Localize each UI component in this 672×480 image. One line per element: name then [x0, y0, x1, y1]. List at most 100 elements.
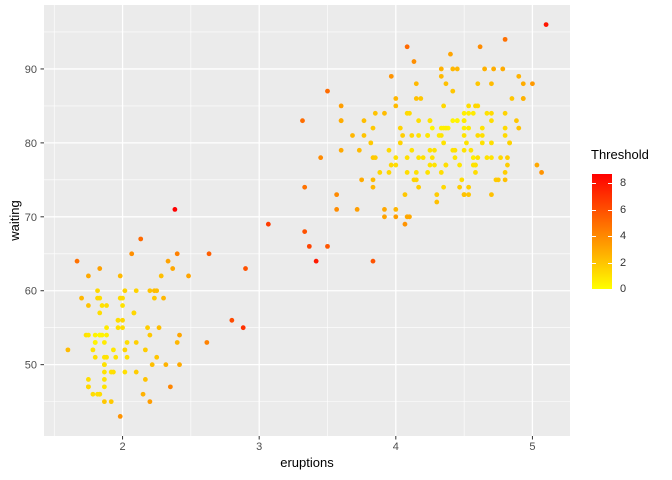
data-point: [484, 110, 490, 116]
data-point: [90, 347, 96, 353]
data-point: [459, 177, 465, 183]
data-point: [325, 88, 330, 94]
data-point: [154, 354, 160, 360]
data-point: [86, 377, 91, 382]
data-point: [101, 384, 107, 390]
data-point: [482, 66, 488, 72]
data-point: [475, 133, 481, 138]
legend-tick-mark: [592, 209, 596, 211]
data-point: [443, 81, 449, 87]
data-point: [368, 140, 374, 146]
data-point: [302, 229, 308, 234]
data-point: [409, 147, 415, 153]
data-point: [411, 59, 417, 64]
data-point: [413, 177, 419, 183]
data-point: [495, 177, 501, 183]
data-point: [393, 96, 399, 101]
data-point: [138, 236, 144, 242]
data-point: [475, 155, 481, 161]
data-point: [473, 103, 478, 109]
data-point: [516, 125, 522, 131]
data-point: [489, 81, 494, 87]
data-point: [470, 155, 476, 161]
data-point: [489, 140, 494, 146]
data-point: [79, 295, 84, 301]
y-tick-label: 50: [25, 360, 37, 372]
data-point: [461, 110, 467, 116]
data-point: [133, 288, 139, 294]
data-point: [372, 110, 378, 116]
data-point: [489, 192, 494, 198]
data-point: [101, 369, 107, 375]
data-point: [104, 354, 109, 360]
data-point: [425, 170, 431, 175]
data-point: [95, 295, 100, 301]
data-point: [402, 221, 408, 227]
data-point: [502, 170, 508, 175]
data-point: [461, 192, 467, 198]
x-tick-label: 5: [529, 441, 535, 453]
data-point: [397, 140, 403, 146]
legend-title: Threshold: [591, 147, 649, 162]
data-point: [502, 110, 508, 116]
data-point: [129, 251, 135, 257]
data-point: [111, 347, 116, 353]
legend-tick-mark: [592, 183, 596, 185]
data-point: [151, 295, 157, 301]
data-point: [370, 155, 376, 161]
data-point: [86, 384, 91, 390]
data-point: [334, 207, 340, 212]
data-point: [338, 147, 344, 153]
data-point: [325, 243, 330, 249]
data-point: [466, 125, 472, 131]
data-point: [416, 118, 422, 124]
data-point: [502, 177, 508, 183]
data-point: [484, 155, 490, 161]
data-point: [104, 332, 109, 338]
data-point: [473, 162, 478, 168]
data-point: [393, 214, 399, 220]
data-point: [140, 391, 146, 397]
data-point: [427, 162, 433, 168]
data-point: [354, 207, 360, 212]
data-point: [158, 273, 164, 279]
data-point: [461, 133, 467, 138]
data-point: [466, 103, 472, 109]
data-point: [172, 207, 178, 212]
data-point: [505, 162, 510, 168]
data-point: [438, 66, 444, 72]
data-point: [443, 125, 449, 131]
data-point: [229, 317, 235, 323]
data-point: [145, 325, 150, 331]
data-point: [350, 133, 355, 138]
data-point: [115, 317, 121, 323]
data-point: [377, 170, 383, 175]
legend-tick-label: 0: [620, 283, 627, 295]
x-axis-title: eruptions: [280, 455, 334, 470]
legend-tick-label: 8: [620, 177, 627, 190]
data-point: [104, 325, 109, 331]
data-point: [133, 340, 139, 345]
data-point: [142, 347, 148, 353]
data-point: [393, 103, 399, 109]
data-point: [101, 377, 107, 382]
data-point: [334, 192, 340, 198]
data-point: [489, 118, 494, 124]
data-point: [386, 147, 392, 153]
data-point: [507, 140, 513, 146]
legend-tick-mark: [592, 289, 596, 290]
data-point: [441, 140, 447, 146]
data-point: [156, 325, 162, 331]
data-point: [302, 184, 308, 190]
data-point: [147, 399, 153, 405]
data-point: [429, 125, 435, 131]
x-tick-label: 4: [393, 441, 399, 453]
data-point: [142, 377, 148, 382]
data-point: [361, 118, 367, 124]
data-point: [122, 347, 128, 353]
data-point: [452, 155, 458, 161]
data-point: [113, 354, 119, 360]
data-point: [489, 110, 494, 116]
data-point: [186, 273, 191, 279]
